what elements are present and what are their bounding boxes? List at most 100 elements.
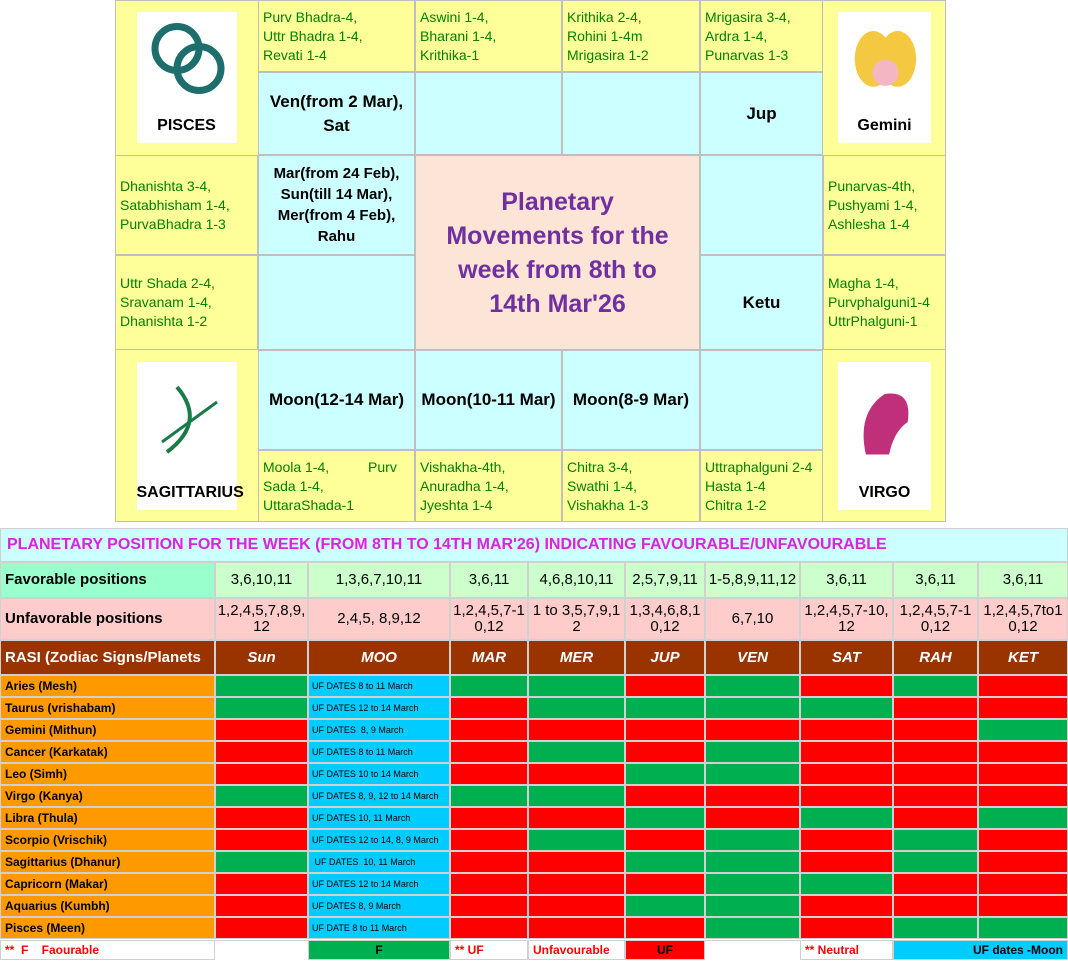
nakshatra-cell: Uttraphalguni 2-4 Hasta 1-4 Chitra 1-2 <box>700 450 823 522</box>
nakshatra-cell: Magha 1-4, Purvphalguni1-4 UttrPhalguni-… <box>823 255 946 350</box>
status-cell <box>893 873 978 895</box>
planet-cell: Mar(from 24 Feb), Sun(till 14 Mar), Mer(… <box>258 155 415 255</box>
unfavorable-cell: 6,7,10 <box>705 598 800 640</box>
planet-cell: Moon(8-9 Mar) <box>562 350 700 450</box>
status-cell <box>893 675 978 697</box>
status-cell <box>215 895 308 917</box>
planet-cell: Moon(10-11 Mar) <box>415 350 562 450</box>
nakshatra-cell: Mrigasira 3-4, Ardra 1-4, Punarvas 1-3 <box>700 0 823 72</box>
status-cell <box>450 851 528 873</box>
status-cell <box>625 675 705 697</box>
header-label: RASI (Zodiac Signs/Planets <box>0 640 215 675</box>
status-cell <box>625 741 705 763</box>
status-cell <box>528 895 625 917</box>
sign-label: SAGITTARIUS <box>136 484 244 501</box>
unfavorable-cell: 1,2,4,5,7,8,9,12 <box>215 598 308 640</box>
status-cell <box>528 741 625 763</box>
moon-uf-dates: UF DATES 12 to 14 March <box>308 873 450 895</box>
unfavorable-cell: 1 to 3,5,7,9,12 <box>528 598 625 640</box>
rasi-name: Scorpio (Vrischik) <box>0 829 215 851</box>
sign-icon <box>160 385 218 454</box>
status-cell <box>978 917 1068 939</box>
status-cell <box>893 719 978 741</box>
status-cell <box>978 675 1068 697</box>
legend-item: ** F Faourable <box>0 940 215 960</box>
status-cell <box>625 851 705 873</box>
status-cell <box>893 829 978 851</box>
table-title: PLANETARY POSITION FOR THE WEEK (FROM 8T… <box>0 528 1068 562</box>
status-cell <box>215 785 308 807</box>
status-cell <box>705 763 800 785</box>
planet-cell: Moon(12-14 Mar) <box>258 350 415 450</box>
house-cell <box>562 72 700 155</box>
moon-uf-dates: UF DATES 8 to 11 March <box>308 741 450 763</box>
rasi-name: Virgo (Kanya) <box>0 785 215 807</box>
unfavorable-cell: 2,4,5, 8,9,12 <box>308 598 450 640</box>
moon-uf-dates: UF DATES 8, 9 March <box>308 719 450 741</box>
planet-header: MOO <box>308 640 450 675</box>
sign-card: VIRGO <box>838 362 931 510</box>
status-cell <box>893 895 978 917</box>
status-cell <box>800 807 893 829</box>
status-cell <box>800 785 893 807</box>
status-cell <box>215 807 308 829</box>
center-title: Planetary Movements for the week from 8t… <box>415 155 700 350</box>
status-cell <box>625 895 705 917</box>
sign-icon <box>863 393 909 455</box>
favorable-cell: 3,6,11 <box>800 562 893 598</box>
status-cell <box>893 851 978 873</box>
status-cell <box>893 697 978 719</box>
status-cell <box>215 873 308 895</box>
planet-header: KET <box>978 640 1068 675</box>
sign-label: VIRGO <box>858 484 911 501</box>
status-cell <box>705 829 800 851</box>
moon-uf-dates: UF DATES 8, 9, 12 to 14 March <box>308 785 450 807</box>
legend-item: UF dates -Moon <box>893 940 1068 960</box>
status-cell <box>528 851 625 873</box>
moon-uf-dates: UF DATES 10 to 14 March <box>308 763 450 785</box>
sign-icon <box>151 23 224 94</box>
status-cell <box>978 807 1068 829</box>
favorable-cell: 3,6,11 <box>450 562 528 598</box>
status-cell <box>528 719 625 741</box>
status-cell <box>978 829 1068 851</box>
nakshatra-cell: Moola 1-4, Purv Sada 1-4, UttaraShada-1 <box>258 450 415 522</box>
status-cell <box>800 763 893 785</box>
status-cell <box>893 785 978 807</box>
status-cell <box>705 851 800 873</box>
row-label: Favorable positions <box>0 562 215 598</box>
legend-item: ** UF <box>450 940 528 960</box>
status-cell <box>625 697 705 719</box>
moon-uf-dates: UF DATES 8 to 11 March <box>308 675 450 697</box>
nakshatra-cell: Dhanishta 3-4, Satabhisham 1-4, PurvaBha… <box>115 155 258 255</box>
status-cell <box>978 851 1068 873</box>
planet-header: MER <box>528 640 625 675</box>
favorable-cell: 3,6,10,11 <box>215 562 308 598</box>
rasi-name: Pisces (Meen) <box>0 917 215 939</box>
moon-uf-dates: UF DATES 10, 11 March <box>308 851 450 873</box>
planet-header: JUP <box>625 640 705 675</box>
moon-uf-dates: UF DATES 12 to 14 March <box>308 697 450 719</box>
rasi-name: Leo (Simh) <box>0 763 215 785</box>
status-cell <box>625 763 705 785</box>
nakshatra-cell: Chitra 3-4, Swathi 1-4, Vishakha 1-3 <box>562 450 700 522</box>
status-cell <box>705 697 800 719</box>
sign-label: Gemini <box>857 117 912 134</box>
status-cell <box>893 807 978 829</box>
rasi-name: Aries (Mesh) <box>0 675 215 697</box>
rasi-name: Sagittarius (Dhanur) <box>0 851 215 873</box>
planet-cell: Ven(from 2 Mar), Sat <box>258 72 415 155</box>
unfavorable-cell: 1,3,4,6,8,10,12 <box>625 598 705 640</box>
status-cell <box>450 873 528 895</box>
nakshatra-cell: Aswini 1-4, Bharani 1-4, Krithika-1 <box>415 0 562 72</box>
house-cell <box>415 72 562 155</box>
status-cell <box>893 741 978 763</box>
status-cell <box>528 697 625 719</box>
status-cell <box>705 719 800 741</box>
status-cell <box>978 719 1068 741</box>
status-cell <box>215 697 308 719</box>
status-cell <box>215 851 308 873</box>
favorable-cell: 2,5,7,9,11 <box>625 562 705 598</box>
moon-uf-dates: UF DATES 10, 11 March <box>308 807 450 829</box>
